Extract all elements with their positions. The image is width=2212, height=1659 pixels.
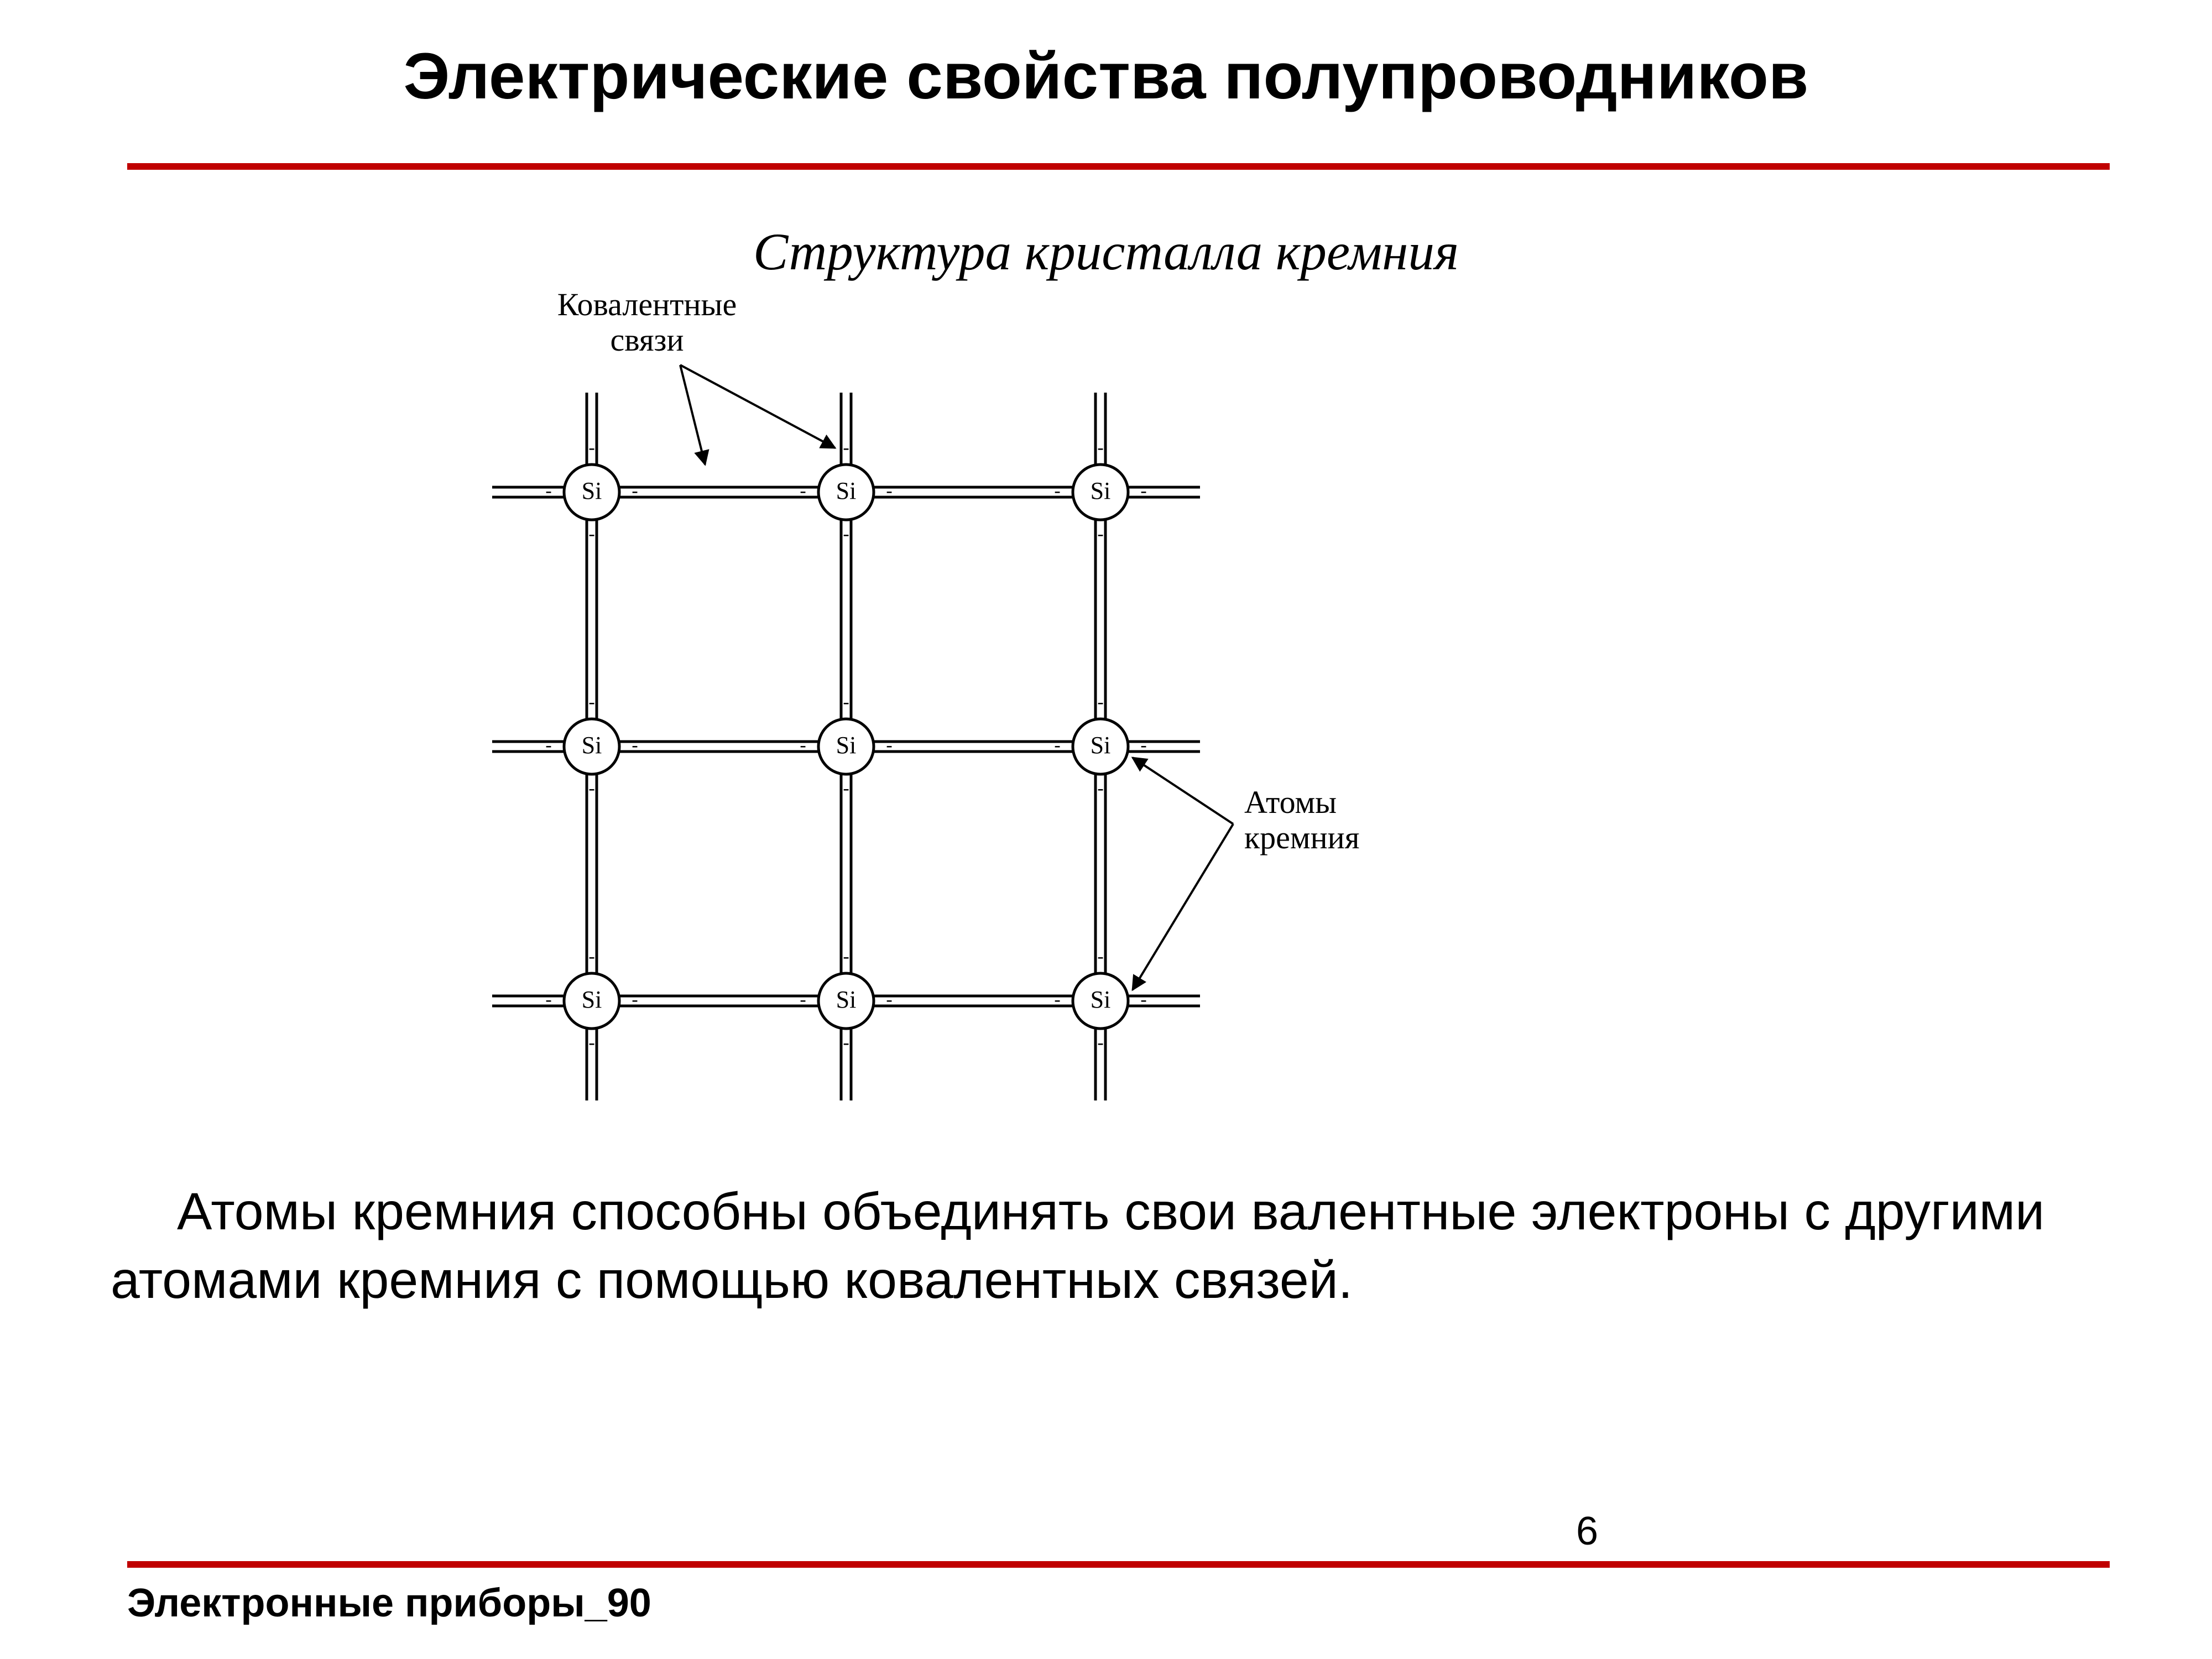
- svg-text:-: -: [1097, 946, 1103, 967]
- slide-subtitle: Структура кристалла кремния: [0, 221, 2212, 282]
- svg-text:Si: Si: [1091, 477, 1111, 504]
- svg-text:-: -: [843, 437, 849, 458]
- crystal-diagram: - - - - - - - - - - - - - - - - - - - - - - - - - - - - - - - - - - - - Si Si…: [481, 293, 1477, 1136]
- svg-text:-: -: [1054, 481, 1060, 501]
- svg-text:Si: Si: [582, 477, 602, 504]
- svg-text:-: -: [1097, 1032, 1103, 1053]
- body-paragraph: Атомы кремния способны объединять свои в…: [111, 1178, 2101, 1314]
- svg-text:Si: Si: [582, 732, 602, 759]
- svg-text:-: -: [1140, 989, 1146, 1010]
- page-number: 6: [1576, 1509, 1598, 1554]
- svg-text:-: -: [588, 778, 594, 799]
- svg-text:-: -: [843, 1032, 849, 1053]
- svg-text:Si: Si: [1091, 986, 1111, 1013]
- crystal-lattice-svg: - - - - - - - - - - - - - - - - - - - - - - - - - - - - - - - - - - - - Si Si…: [481, 293, 1477, 1134]
- svg-text:-: -: [545, 989, 551, 1010]
- svg-text:Si: Si: [1091, 732, 1111, 759]
- svg-text:-: -: [1097, 778, 1103, 799]
- svg-text:-: -: [1097, 692, 1103, 712]
- svg-text:Ковалентные: Ковалентные: [557, 293, 737, 322]
- svg-text:Si: Si: [836, 986, 857, 1013]
- svg-text:-: -: [545, 735, 551, 755]
- svg-text:-: -: [800, 735, 806, 755]
- svg-text:-: -: [886, 989, 892, 1010]
- svg-text:Атомы: Атомы: [1244, 784, 1337, 820]
- footer-text: Электронные приборы_90: [127, 1580, 651, 1626]
- svg-text:Si: Si: [836, 477, 857, 504]
- footer-rule: [127, 1561, 2110, 1568]
- svg-text:-: -: [588, 692, 594, 712]
- svg-text:Si: Si: [582, 986, 602, 1013]
- svg-text:-: -: [886, 481, 892, 501]
- svg-text:связи: связи: [611, 322, 684, 358]
- slide-title: Электрические свойства полупроводников: [0, 39, 2212, 114]
- svg-text:-: -: [1140, 735, 1146, 755]
- svg-text:-: -: [800, 989, 806, 1010]
- slide: Электрические свойства полупроводников С…: [0, 0, 2212, 1659]
- svg-text:-: -: [843, 778, 849, 799]
- svg-text:-: -: [632, 481, 638, 501]
- svg-text:-: -: [843, 946, 849, 967]
- svg-text:-: -: [545, 481, 551, 501]
- svg-text:-: -: [632, 989, 638, 1010]
- svg-text:-: -: [588, 437, 594, 458]
- svg-text:-: -: [588, 1032, 594, 1053]
- svg-text:-: -: [843, 524, 849, 544]
- svg-text:-: -: [1097, 437, 1103, 458]
- title-rule: [127, 163, 2110, 170]
- svg-text:-: -: [886, 735, 892, 755]
- svg-text:-: -: [632, 735, 638, 755]
- svg-text:-: -: [1054, 989, 1060, 1010]
- svg-text:-: -: [843, 692, 849, 712]
- svg-text:-: -: [1054, 735, 1060, 755]
- svg-text:-: -: [1140, 481, 1146, 501]
- svg-text:-: -: [800, 481, 806, 501]
- svg-text:-: -: [1097, 524, 1103, 544]
- svg-text:-: -: [588, 524, 594, 544]
- svg-text:Si: Si: [836, 732, 857, 759]
- svg-text:кремния: кремния: [1244, 820, 1359, 855]
- svg-text:-: -: [588, 946, 594, 967]
